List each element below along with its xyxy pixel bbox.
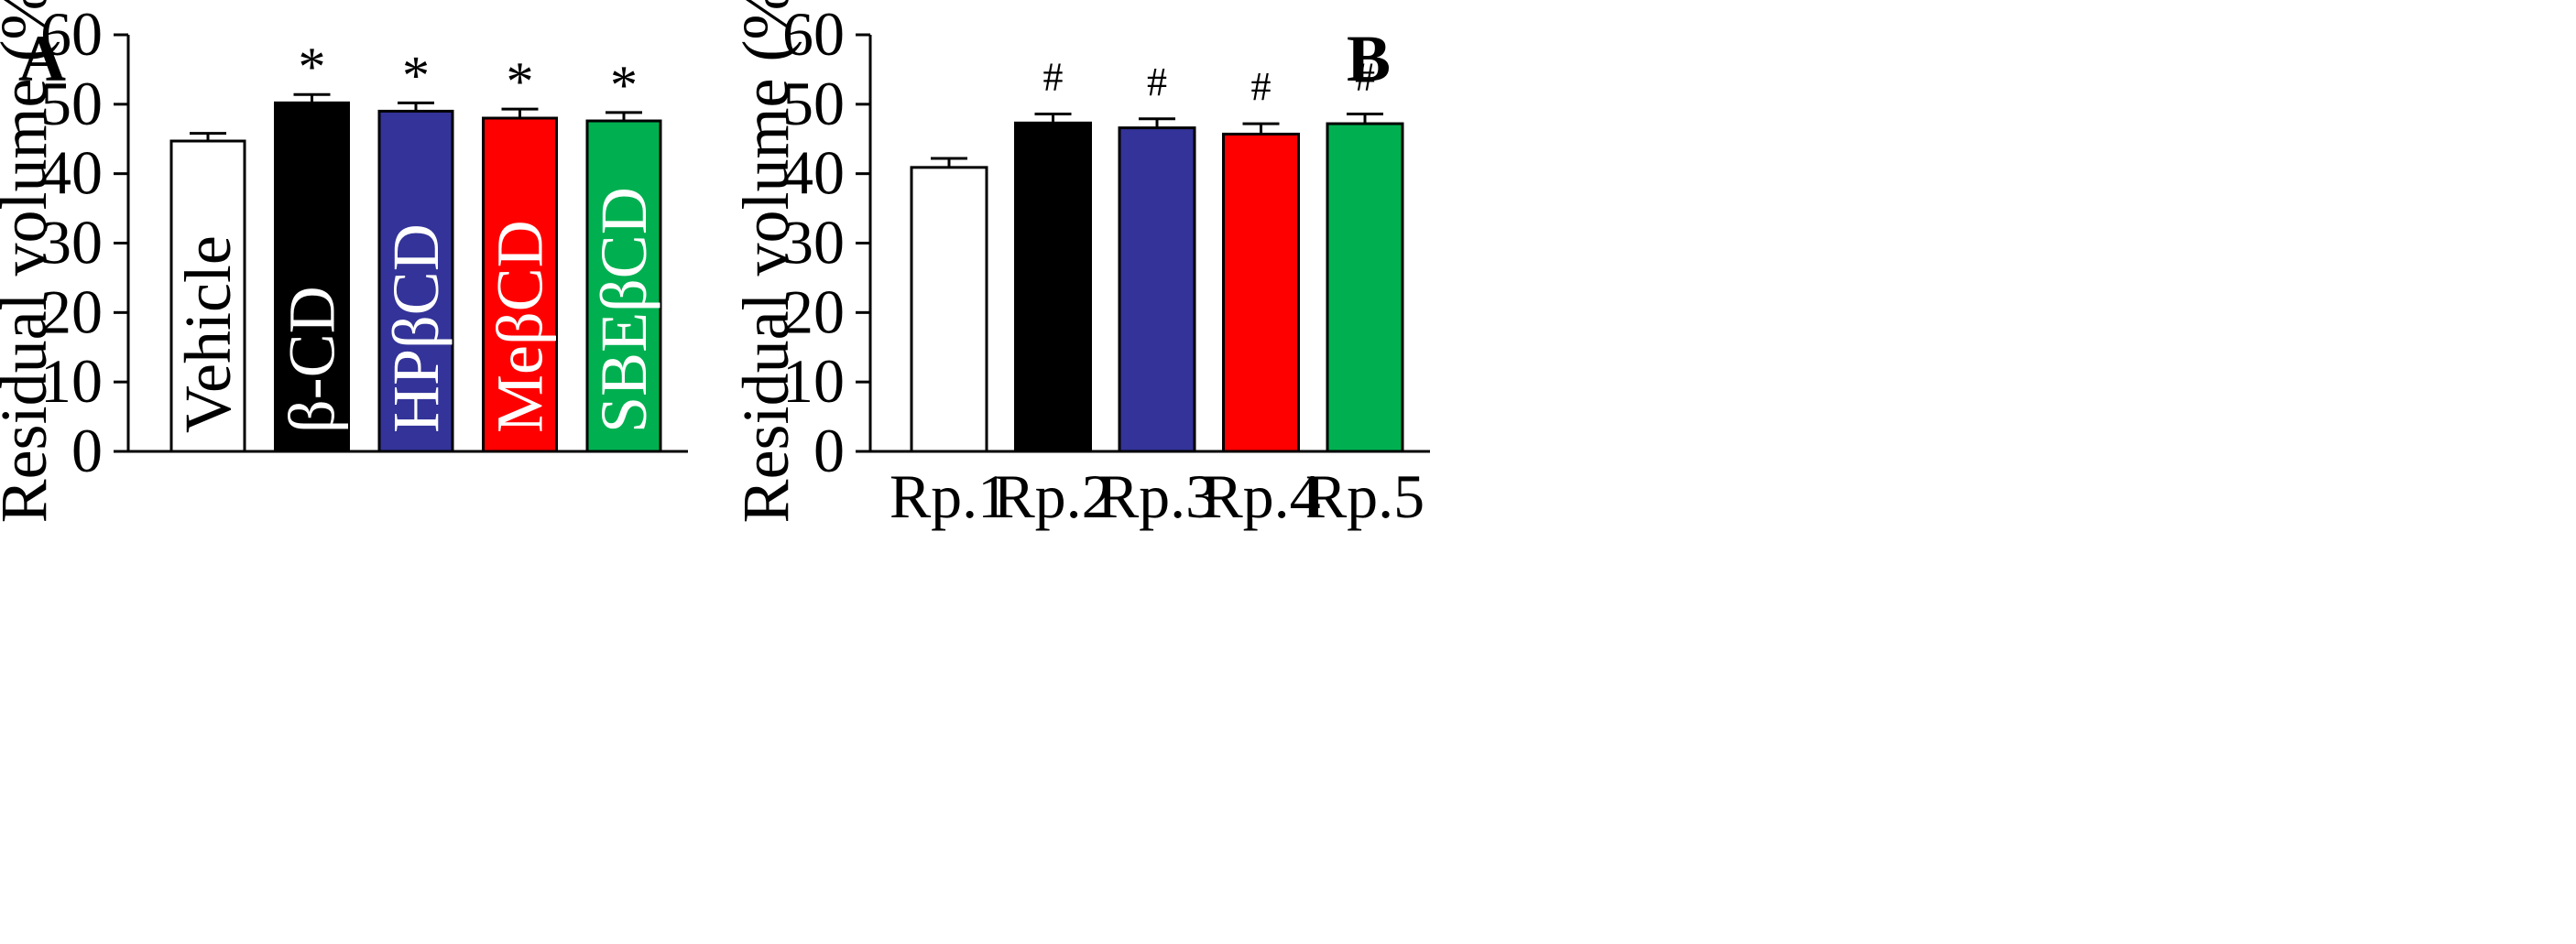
significance-marker: # (1043, 54, 1064, 99)
significance-marker: * (402, 45, 430, 105)
y-tick-label: 20 (40, 277, 103, 346)
bar-3 (377, 109, 454, 453)
y-tick-label: 30 (40, 208, 103, 277)
significance-marker: # (1251, 64, 1272, 109)
y-tick-label: 50 (782, 69, 845, 138)
y-tick-label: 10 (40, 346, 103, 416)
significance-marker: # (1147, 60, 1167, 104)
y-tick-label: 60 (40, 0, 103, 69)
category-label: β-CD (276, 286, 349, 433)
panel-a-letter: A (18, 22, 66, 95)
category-label: Rp.3 (1097, 461, 1217, 531)
y-tick-label: 60 (782, 0, 845, 69)
y-tick-label: 10 (782, 346, 845, 416)
significance-marker: * (610, 55, 638, 115)
y-tick-label: 20 (782, 277, 845, 346)
y-axis-title: Residual volume (%) (729, 0, 802, 523)
y-tick-label: 30 (782, 208, 845, 277)
y-axis-title: Residual volume (%) (0, 0, 60, 523)
bar-1 (169, 139, 246, 453)
bar-5 (1326, 122, 1404, 453)
category-label: SBEβCD (587, 187, 660, 433)
category-label: Vehicle (171, 235, 245, 433)
category-label: Rp.4 (1201, 461, 1320, 531)
bar-2 (1014, 121, 1092, 453)
significance-marker: * (299, 37, 326, 97)
category-label: Rp.2 (993, 461, 1112, 531)
category-label: Rp.1 (890, 461, 1009, 531)
panel-b-letter: B (1347, 22, 1391, 95)
category-label: HPβCD (379, 223, 453, 433)
bar-1 (910, 166, 988, 453)
bar-4 (1222, 132, 1300, 453)
bar-5 (585, 119, 662, 453)
category-label: Rp.5 (1305, 461, 1424, 531)
category-label: MeβCD (484, 220, 557, 433)
y-tick-label: 50 (40, 69, 103, 138)
significance-marker: # (1355, 54, 1375, 99)
y-tick-label: 0 (71, 416, 103, 485)
bar-3 (1118, 126, 1196, 453)
y-tick-label: 0 (813, 416, 845, 485)
y-tick-label: 40 (40, 138, 103, 208)
significance-marker: * (507, 51, 534, 112)
y-tick-label: 40 (782, 138, 845, 208)
